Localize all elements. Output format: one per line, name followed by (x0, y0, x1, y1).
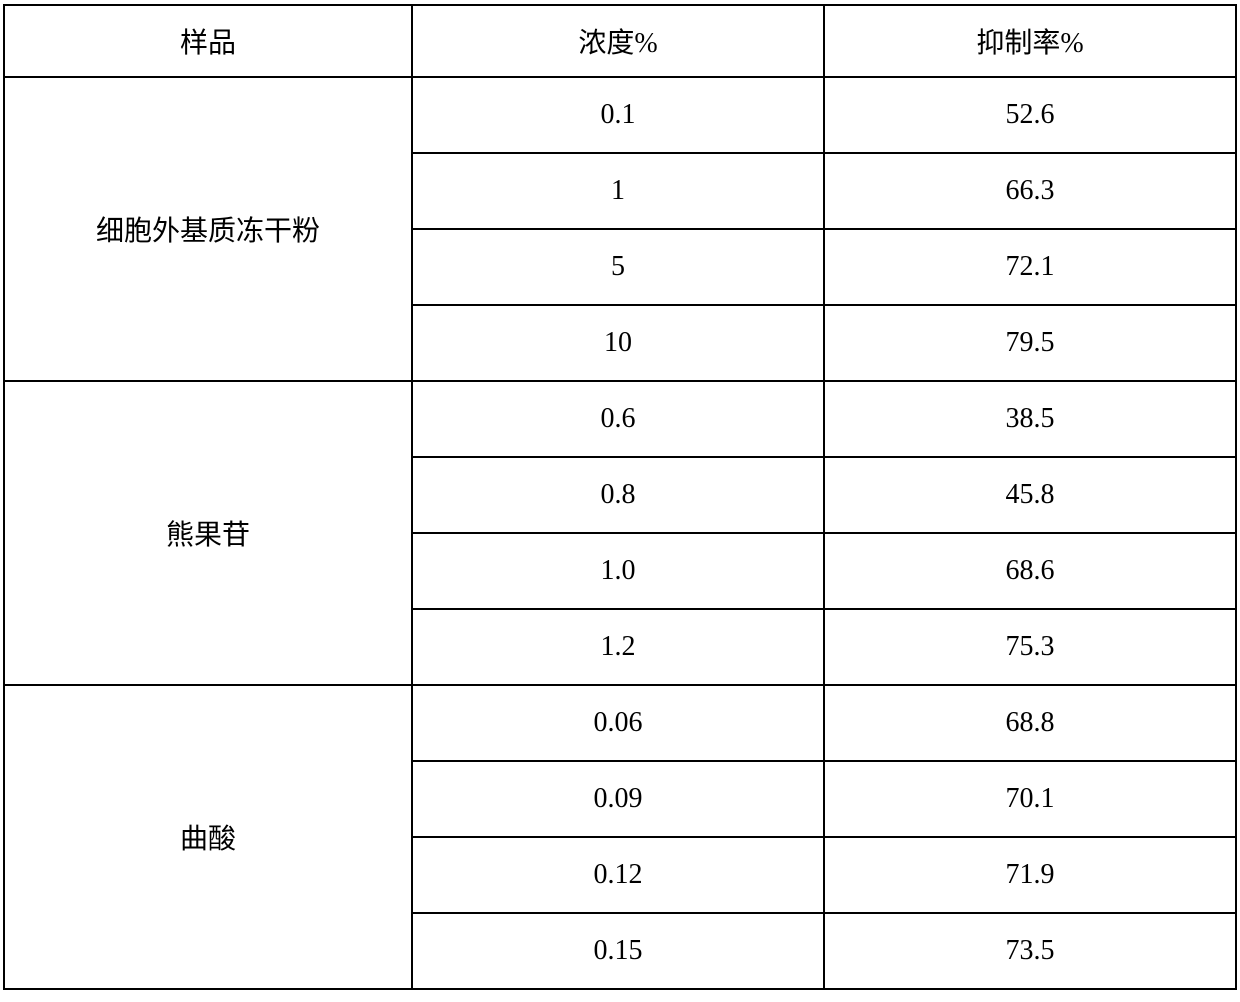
inhibition-cell: 70.1 (824, 761, 1236, 837)
concentration-cell: 0.09 (412, 761, 824, 837)
inhibition-cell: 71.9 (824, 837, 1236, 913)
sample-name-cell: 细胞外基质冻干粉 (4, 77, 412, 381)
table-header-row: 样品 浓度% 抑制率% (4, 5, 1236, 77)
concentration-cell: 0.12 (412, 837, 824, 913)
inhibition-cell: 75.3 (824, 609, 1236, 685)
inhibition-cell: 45.8 (824, 457, 1236, 533)
inhibition-cell: 73.5 (824, 913, 1236, 989)
concentration-cell: 1 (412, 153, 824, 229)
inhibition-cell: 66.3 (824, 153, 1236, 229)
inhibition-cell: 52.6 (824, 77, 1236, 153)
inhibition-cell: 68.8 (824, 685, 1236, 761)
concentration-cell: 10 (412, 305, 824, 381)
concentration-cell: 0.06 (412, 685, 824, 761)
concentration-cell: 0.1 (412, 77, 824, 153)
column-header-concentration: 浓度% (412, 5, 824, 77)
column-header-sample: 样品 (4, 5, 412, 77)
concentration-cell: 0.15 (412, 913, 824, 989)
concentration-cell: 1.0 (412, 533, 824, 609)
inhibition-cell: 68.6 (824, 533, 1236, 609)
table-row: 熊果苷 0.6 38.5 (4, 381, 1236, 457)
concentration-cell: 5 (412, 229, 824, 305)
inhibition-cell: 72.1 (824, 229, 1236, 305)
inhibition-data-table: 样品 浓度% 抑制率% 细胞外基质冻干粉 0.1 52.6 1 66.3 5 7… (3, 4, 1237, 990)
sample-name-cell: 熊果苷 (4, 381, 412, 685)
inhibition-cell: 38.5 (824, 381, 1236, 457)
concentration-cell: 0.6 (412, 381, 824, 457)
sample-name-cell: 曲酸 (4, 685, 412, 989)
table-row: 细胞外基质冻干粉 0.1 52.6 (4, 77, 1236, 153)
inhibition-cell: 79.5 (824, 305, 1236, 381)
table-row: 曲酸 0.06 68.8 (4, 685, 1236, 761)
concentration-cell: 1.2 (412, 609, 824, 685)
concentration-cell: 0.8 (412, 457, 824, 533)
column-header-inhibition: 抑制率% (824, 5, 1236, 77)
